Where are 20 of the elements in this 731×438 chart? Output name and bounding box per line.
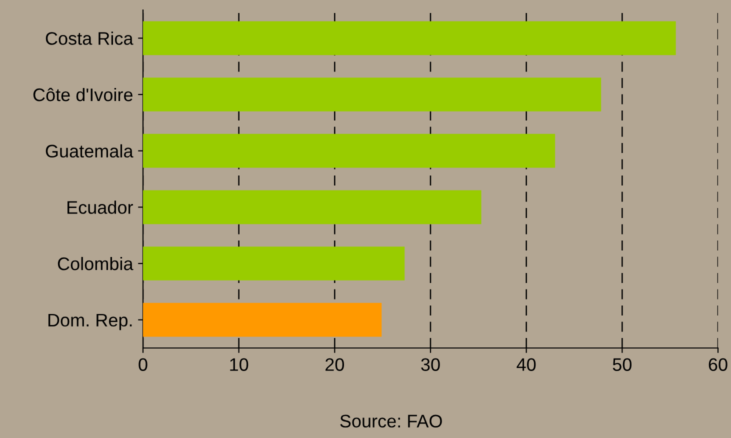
bar (143, 302, 382, 337)
y-tick-label: Côte d'Ivoire (33, 88, 132, 102)
x-tick-label: 0 (138, 358, 148, 371)
x-tick-label: 50 (612, 358, 632, 371)
y-tick-label: Costa Rica (46, 32, 134, 45)
x-tick-label: 10 (230, 358, 248, 371)
bar (143, 78, 602, 112)
bar (143, 246, 405, 280)
y-tick-label: Dom. Rep. (48, 314, 132, 330)
bar (143, 21, 676, 56)
bar (143, 190, 482, 224)
source-note: Source: FAO (340, 414, 442, 428)
x-tick-label: 60 (708, 358, 728, 371)
x-tick-label: 20 (326, 358, 344, 371)
y-tick-label: Ecuador (68, 200, 133, 214)
y-tick-label: Colombia (58, 256, 134, 270)
x-tick-label: 30 (421, 358, 440, 371)
y-tick-label: Guatemala (46, 144, 134, 158)
x-tick-label: 40 (516, 358, 536, 371)
bar (143, 134, 556, 168)
